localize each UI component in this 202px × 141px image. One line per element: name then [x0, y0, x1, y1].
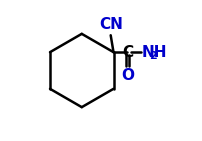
Text: 2: 2 [149, 51, 156, 61]
Text: C: C [121, 45, 133, 60]
Text: CN: CN [98, 17, 122, 32]
Text: NH: NH [141, 45, 166, 60]
Text: O: O [121, 68, 134, 83]
